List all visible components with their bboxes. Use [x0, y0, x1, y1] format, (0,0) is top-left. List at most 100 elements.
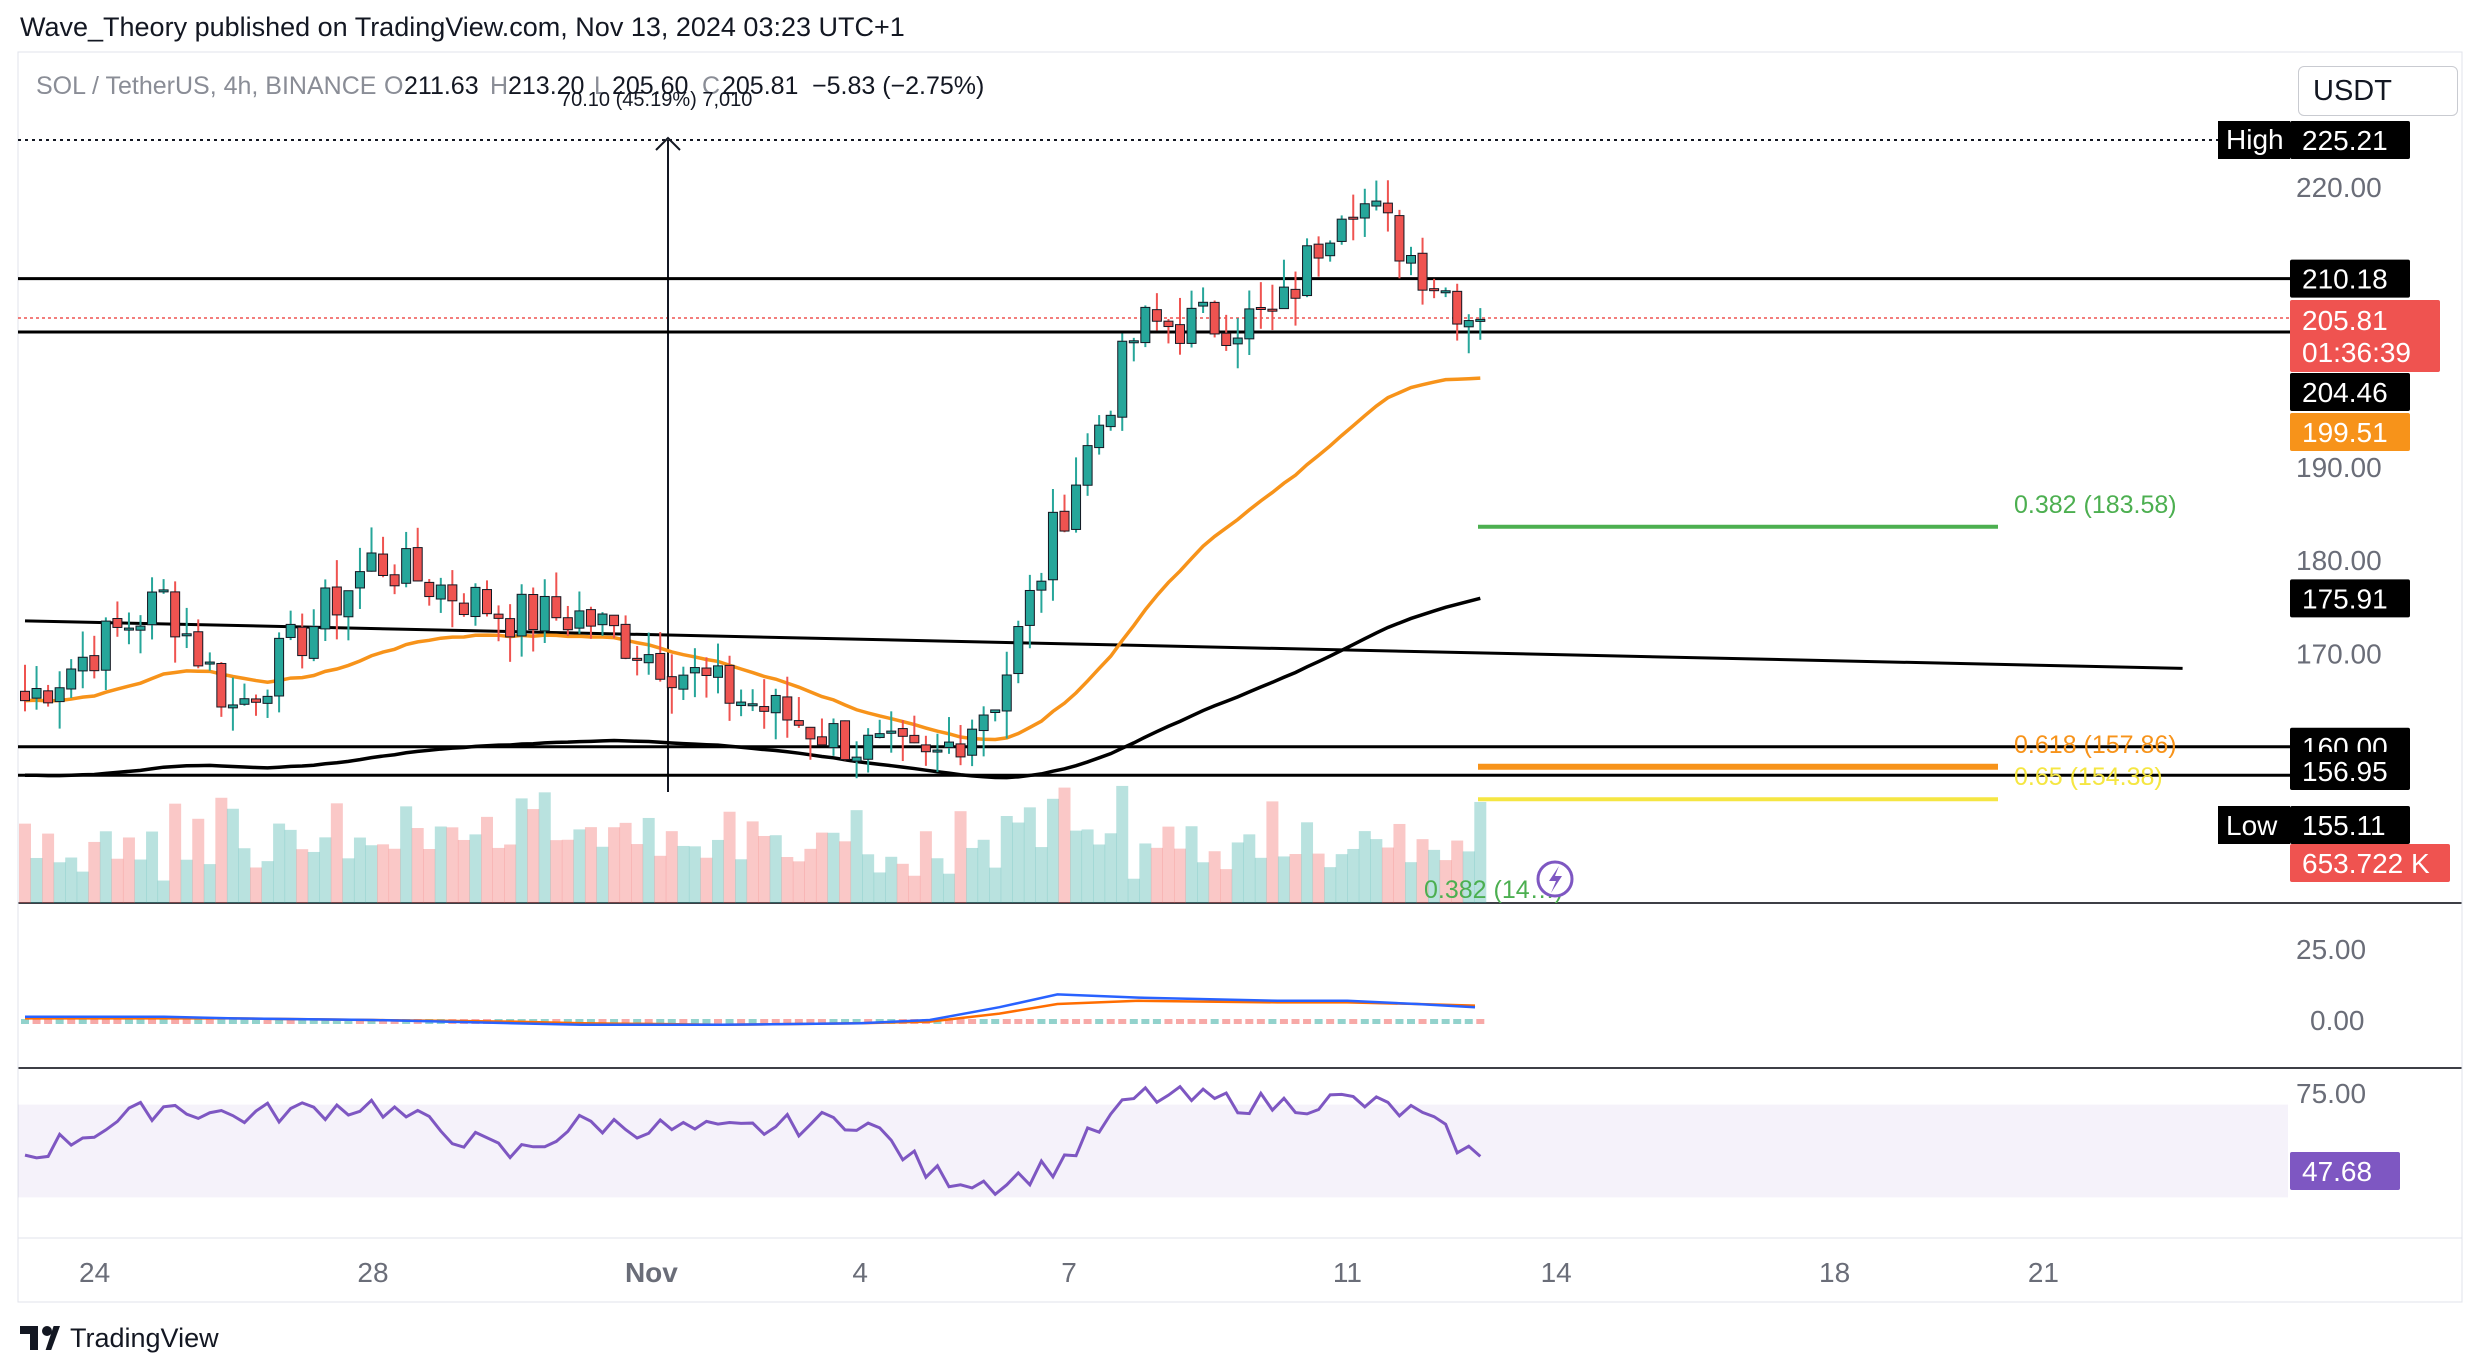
macd-histogram-bar [148, 1019, 157, 1024]
volume-bar [862, 854, 875, 903]
volume-bar [1220, 869, 1233, 903]
symbol-label[interactable]: SOL / TetherUS, 4h, BINANCE [36, 72, 376, 100]
lightning-icon[interactable] [1536, 860, 1574, 898]
candle-up [886, 730, 897, 734]
candle-up [574, 610, 585, 629]
macd-histogram-bar [714, 1019, 722, 1024]
change-value: −5.83 (−2.75%) [812, 72, 984, 100]
volume-bar [943, 873, 955, 903]
candle-down [216, 662, 227, 708]
macd-histogram-bar [379, 1019, 388, 1024]
candle-up [1244, 308, 1255, 340]
measure-arrow-head [655, 136, 681, 151]
candle-down [840, 720, 851, 761]
candle-down [782, 696, 793, 721]
macd-histogram-bar [1233, 1019, 1242, 1024]
volume-bar [273, 823, 286, 903]
volume-bar [88, 841, 101, 903]
low-tag: Low [2226, 810, 2278, 841]
macd-histogram-bar [1245, 1019, 1254, 1024]
candle-down [609, 614, 620, 627]
candle-down [666, 676, 677, 689]
candle-down [620, 623, 631, 659]
macd-histogram-bar [945, 1019, 953, 1024]
macd-histogram-bar [1083, 1019, 1092, 1024]
volume-bar [873, 872, 886, 903]
volume-bar [1243, 834, 1256, 903]
candle-down [378, 553, 389, 576]
candle-up [1047, 511, 1058, 581]
high-label: H [490, 72, 508, 100]
volume-bar [1254, 857, 1267, 903]
ema50-price-tag-bg [2290, 413, 2410, 451]
macd-histogram-bar [783, 1019, 792, 1024]
macd-histogram-bar [864, 1019, 873, 1024]
volume-bar [1335, 854, 1348, 903]
volume-bar [400, 806, 413, 903]
volume-bar [1416, 839, 1429, 903]
volume-bar [654, 855, 667, 903]
y-axis-tick-label: 220.00 [2296, 172, 2382, 203]
horizontal-levels[interactable] [18, 277, 2290, 777]
macd-histogram-bar [1210, 1019, 1219, 1024]
fibonacci-levels[interactable]: 0.382 (183.58) 0.618 (157.86) 0.65 (154.38… [1424, 491, 2177, 904]
macd-histogram-bar [194, 1019, 203, 1024]
candle-up [643, 654, 654, 664]
macd-histogram-bar [217, 1019, 226, 1024]
candle-down [701, 667, 712, 676]
measure-label: 70.10 (45.19%) 7,010 [560, 89, 752, 111]
volume-bar [1312, 853, 1325, 903]
rsi-value-tag: 47.68 [2302, 1156, 2372, 1187]
candle-up [1128, 340, 1139, 344]
candle-up [747, 703, 758, 707]
candle-up [135, 625, 146, 631]
macd-histogram-bar [563, 1019, 572, 1024]
macd-histogram-bar [598, 1019, 607, 1024]
level-price-tag-bg [2290, 373, 2410, 411]
candle-down [528, 594, 539, 631]
volume-bar [319, 837, 332, 903]
candle-up [1371, 200, 1382, 207]
volume-bar [1462, 851, 1475, 903]
candle-up [123, 627, 134, 631]
candle-up [539, 595, 550, 632]
macd-histogram-bar [321, 1019, 330, 1024]
macd-histogram-bar [968, 1019, 977, 1024]
candle-down [909, 734, 920, 744]
rsi-value-tag-bg [2290, 1152, 2400, 1190]
candle-up [54, 687, 65, 703]
candle-down [955, 743, 966, 758]
fib-level-label: 0.382 (183.58) [2014, 491, 2177, 519]
macd-histogram-bar [101, 1019, 110, 1024]
macd-histogram-bar [355, 1019, 364, 1024]
macd-histogram-bar [1441, 1019, 1450, 1024]
tradingview-logo[interactable]: TradingView [20, 1320, 219, 1356]
axes: 220.00 190.00 180.00 170.00 25.00 0.00 75.00 24… [79, 172, 2382, 1288]
ema50-price-tag: 199.51 [2302, 417, 2388, 448]
candle-up [828, 723, 839, 749]
candle-up [285, 623, 296, 638]
candle-down [805, 726, 816, 740]
volume-bar [1150, 847, 1163, 903]
macd-histogram-bar [1256, 1019, 1265, 1024]
candle-up [1278, 286, 1289, 310]
macd-histogram-bar [1476, 1019, 1485, 1024]
macd-histogram-bar [1095, 1019, 1104, 1024]
volume-bar [804, 848, 817, 903]
macd-histogram-bar [1060, 1019, 1069, 1024]
close-value: 205.81 [722, 72, 798, 100]
macd-histogram-bar [67, 1019, 76, 1024]
candle-down [816, 736, 827, 746]
candle-up [736, 701, 747, 707]
candle-down [1267, 308, 1278, 312]
low-price-tag-bg [2290, 806, 2410, 844]
candle-down [897, 728, 908, 737]
macd-histogram-bar [1199, 1019, 1208, 1024]
currency-button[interactable]: USDT [2298, 66, 2458, 116]
fib-level-label: 0.618 (157.86) [2014, 731, 2177, 759]
candle-down [297, 626, 308, 657]
descending-trendline[interactable] [24, 619, 2183, 670]
macd-histogram-bar [956, 1019, 965, 1024]
volume-bar [226, 808, 239, 903]
